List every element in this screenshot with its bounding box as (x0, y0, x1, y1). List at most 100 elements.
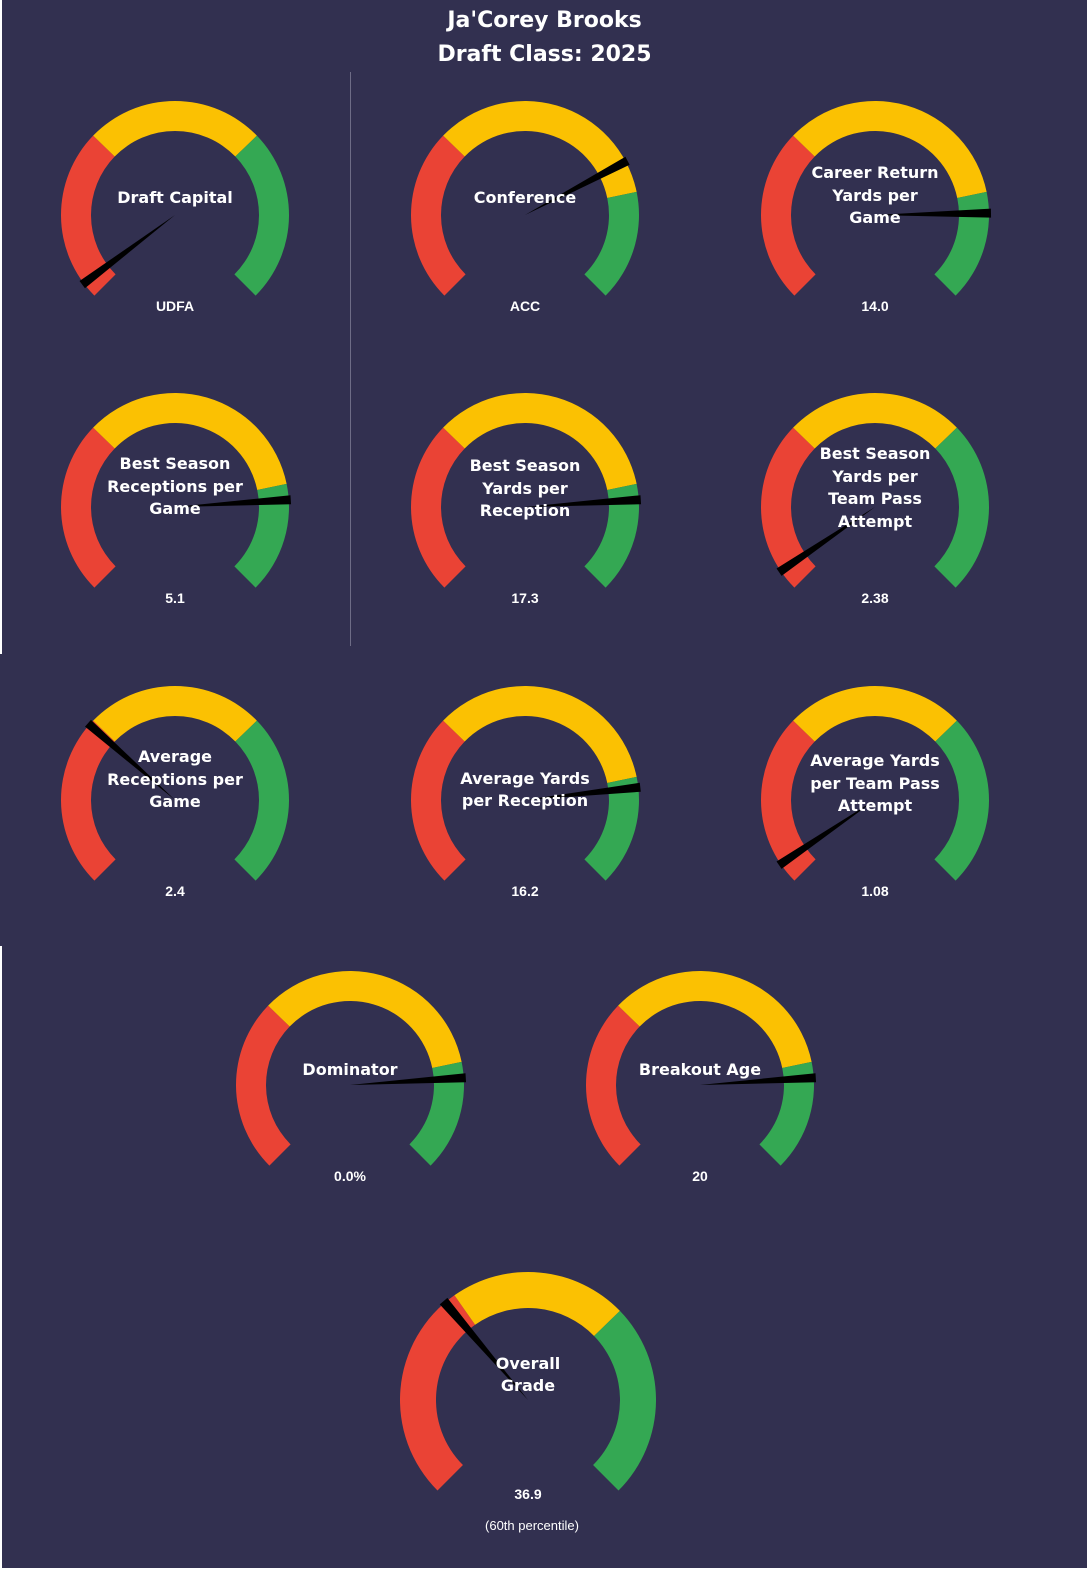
gauge: Best Season Receptions per Game 5.1 (51, 383, 299, 631)
gauge: Best Season Yards per Team Pass Attempt 2… (751, 383, 999, 631)
gauge-title: Breakout Age (638, 1059, 762, 1079)
gauge-svg (761, 686, 989, 881)
gauge-band-green (934, 427, 989, 588)
gauge-value: UDFA (155, 298, 195, 314)
gauge-band-green (234, 483, 289, 588)
gauge-svg (761, 393, 989, 588)
gauge-band-red (411, 135, 466, 296)
gauge-title: Best Season Yards per Reception (469, 456, 581, 521)
gauge-subtext: (60th percentile) (485, 1518, 579, 1533)
gauge-needle (525, 495, 642, 507)
gauge-band-yellow (268, 971, 462, 1068)
gauge-band-green (234, 720, 289, 881)
gauge-band-red (761, 720, 816, 881)
gauge-svg (236, 971, 467, 1166)
gauge-value: 20 (692, 1168, 708, 1184)
gauge-band-green (934, 720, 989, 881)
gauge-band-yellow (93, 686, 257, 742)
gauge-needle (875, 208, 992, 218)
background-panel-bottom (2, 946, 1087, 1568)
gauge-svg (411, 393, 642, 588)
gauge: Dominator 0.0% (226, 961, 474, 1209)
gauge-band-green (584, 776, 639, 881)
gauge-svg (61, 686, 289, 881)
gauge-value: 0.0% (334, 1168, 366, 1184)
gauge-band-red (761, 135, 816, 296)
gauge-band-yellow (454, 1272, 620, 1336)
gauge-band-green (234, 135, 289, 296)
gauge-value: 5.1 (165, 590, 185, 606)
gauge-value: 2.38 (861, 590, 889, 606)
gauge-band-red (61, 427, 116, 588)
gauge-band-red (61, 135, 116, 296)
gauge-svg (411, 101, 639, 296)
gauge-band-red (61, 720, 116, 881)
gauge-needle (525, 156, 630, 215)
gauge-title: Average Yards per Reception (460, 768, 590, 811)
gauge-band-yellow (793, 686, 957, 742)
gauge-band-green (409, 1061, 464, 1166)
gauge-svg (400, 1272, 656, 1491)
gauge: Conference ACC (401, 91, 649, 339)
gauge-band-green (593, 1310, 656, 1491)
gauge-band-red (236, 1005, 291, 1166)
gauge: Average Yards per Team Pass Attempt 1.08 (751, 676, 999, 924)
gauge-value: 16.2 (511, 883, 539, 899)
gauge-svg (61, 393, 292, 588)
gauge: Average Yards per Reception 16.2 (401, 676, 649, 924)
gauge-band-yellow (93, 100, 257, 157)
gauge-title: Conference (473, 187, 577, 207)
player-name: Ja'Corey Brooks (447, 8, 642, 33)
gauge-band-red (586, 1005, 641, 1166)
gauge-needle (175, 495, 292, 507)
gauge-needle (700, 1073, 817, 1085)
gauge: Average Receptions per Game 2.4 (51, 676, 299, 924)
gauge: Best Season Yards per Reception 17.3 (401, 383, 649, 631)
gauge-band-yellow (443, 393, 637, 490)
gauge-needle (350, 1073, 467, 1085)
gauge-band-yellow (443, 101, 637, 198)
section-divider (350, 72, 351, 646)
gauge-title: Dominator (302, 1059, 398, 1079)
gauge-band-green (584, 483, 639, 588)
gauge-title: Overall Grade (495, 1353, 561, 1396)
gauge-band-green (934, 191, 989, 296)
gauge-title: Career Return Yards per Game (811, 163, 939, 228)
gauge-band-yellow (793, 101, 987, 198)
gauge-value: ACC (509, 298, 541, 314)
gauge-value: 14.0 (861, 298, 889, 314)
gauge-svg (761, 101, 992, 296)
gauge-band-green (759, 1061, 814, 1166)
gauge-svg (61, 100, 289, 296)
gauge-band-yellow (93, 393, 287, 490)
gauge-band-red (400, 1295, 476, 1491)
gauge-band-green (584, 191, 639, 296)
gauge-title: Average Yards per Team Pass Attempt (810, 751, 940, 816)
gauge-title: Average Receptions per Game (107, 747, 243, 812)
gauge: Career Return Yards per Game 14.0 (751, 91, 999, 339)
gauge-value: 36.9 (514, 1486, 542, 1502)
gauge: Overall Grade 36.9 (60th percentile) (390, 1262, 666, 1538)
gauge: Breakout Age 20 (576, 961, 824, 1209)
gauge: Draft Capital UDFA (51, 91, 299, 339)
gauge-title: Best Season Yards per Team Pass Attempt (819, 444, 931, 531)
gauge-needle (79, 215, 175, 289)
gauge-svg (586, 971, 817, 1166)
gauge-needle (525, 782, 641, 800)
gauge-title: Draft Capital (117, 187, 233, 207)
gauge-title: Best Season Receptions per Game (107, 454, 243, 519)
gauge-needle (439, 1297, 528, 1400)
gauge-band-yellow (793, 393, 957, 449)
page-title: Ja'Corey Brooks Draft Class: 2025 (0, 4, 1089, 72)
gauge-value: 2.4 (165, 883, 185, 899)
gauge-value: 17.3 (511, 590, 539, 606)
gauge-needle (776, 800, 875, 869)
gauge-band-red (411, 720, 466, 881)
gauge-svg (411, 686, 641, 881)
gauge-needle (85, 719, 175, 800)
gauge-band-yellow (618, 971, 812, 1068)
draft-class: Draft Class: 2025 (437, 42, 652, 67)
gauge-needle (776, 507, 875, 576)
gauge-value: 1.08 (861, 883, 889, 899)
